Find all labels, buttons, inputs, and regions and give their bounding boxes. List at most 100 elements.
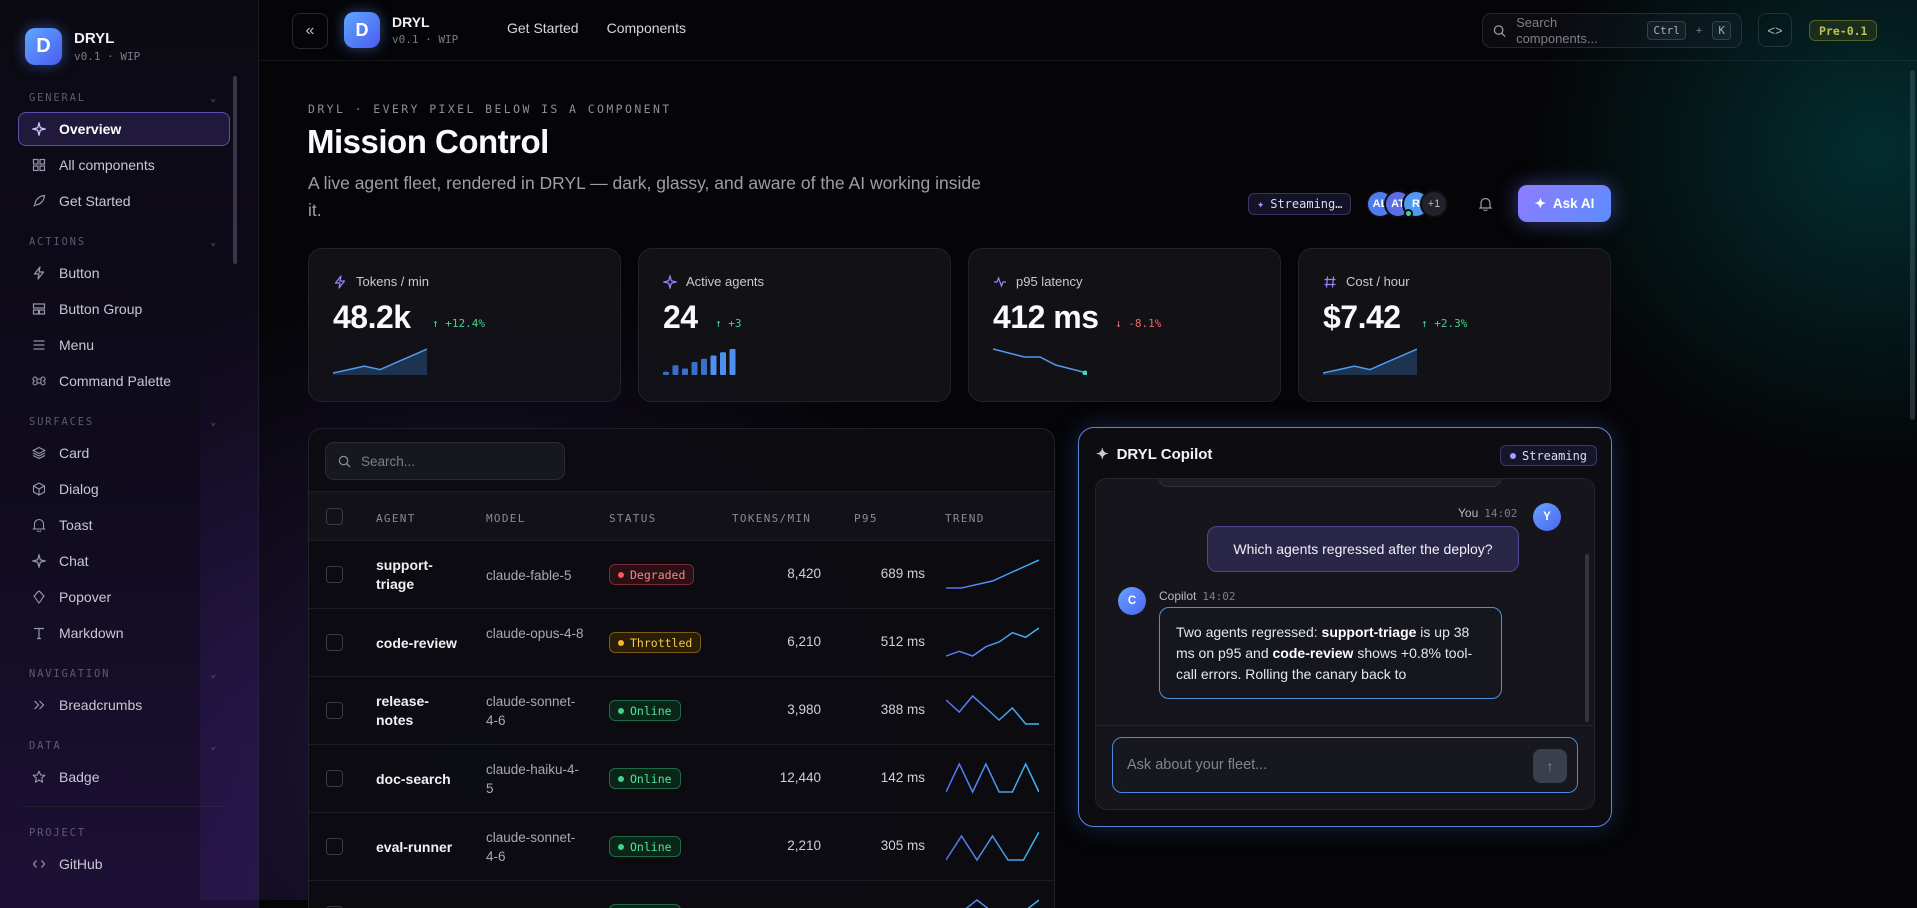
sidebar-section-actions[interactable]: ACTIONS ⌄ <box>18 230 230 254</box>
stat-delta-value: +12.4% <box>445 317 485 330</box>
copilot-message-meta: Copilot 14:02 <box>1159 589 1235 603</box>
sidebar-section-general[interactable]: GENERAL ⌄ <box>18 86 230 110</box>
table-row[interactable]: doc-search claude-haiku-4-5 Online 12,440 14… <box>309 745 1054 813</box>
chat-input[interactable]: Ask about your fleet... ↑ <box>1112 737 1578 793</box>
trend-sparkline <box>946 694 1039 725</box>
sidebar-section-project[interactable]: PROJECT <box>18 821 230 845</box>
col-agent[interactable]: AGENT <box>376 512 416 525</box>
component-search[interactable]: Search components... Ctrl + K <box>1482 13 1742 48</box>
table-search-input[interactable]: Search... <box>325 442 565 480</box>
stat-card-active-agents[interactable]: Active agents 24 ↑ +3 <box>638 248 951 402</box>
agent-name[interactable]: support-triage <box>376 557 433 592</box>
copilot-avatar: C <box>1118 587 1146 615</box>
stat-card-p95-latency[interactable]: p95 latency 412 ms ↓ -8.1% <box>968 248 1281 402</box>
col-p95[interactable]: P95 <box>854 512 878 525</box>
command-icon <box>32 376 46 386</box>
sidebar-item-get-started[interactable]: Get Started <box>18 184 230 218</box>
arrow-up-icon: ↑ <box>432 317 439 330</box>
sidebar-section-data[interactable]: DATA ⌄ <box>18 734 230 758</box>
sidebar-item-label: Breadcrumbs <box>59 697 143 713</box>
sidebar-brand[interactable]: D DRYL v0.1 · WIP <box>25 28 140 65</box>
row-checkbox[interactable] <box>326 702 343 719</box>
sidebar-item-card[interactable]: Card <box>18 436 230 470</box>
view-source-button[interactable]: <> <box>1758 13 1792 47</box>
sidebar-item-dialog[interactable]: Dialog <box>18 472 230 506</box>
col-trend[interactable]: TREND <box>945 512 985 525</box>
agent-name[interactable]: code-review <box>376 635 457 651</box>
chat-thread[interactable]: You 14:02 Y Which agents regressed after … <box>1095 478 1595 810</box>
sidebar-item-toast[interactable]: Toast <box>18 508 230 542</box>
sidebar-scrollbar[interactable] <box>233 76 237 264</box>
spark-bar <box>710 355 717 375</box>
table-row[interactable]: release-notes claude-sonnet-4-6 Online 3,98… <box>309 677 1054 745</box>
version-badge: Pre-0.1 <box>1809 20 1878 41</box>
status-badge: Online <box>609 836 681 857</box>
sidebar-item-github[interactable]: GitHub <box>18 847 230 881</box>
nav-get-started[interactable]: Get Started <box>507 20 579 36</box>
star-icon <box>32 770 46 783</box>
sidebar-item-breadcrumbs[interactable]: Breadcrumbs <box>18 688 230 722</box>
sidebar-item-button-group[interactable]: Button Group <box>18 292 230 326</box>
chat-scrollbar[interactable] <box>1585 554 1589 722</box>
collapse-sidebar-button[interactable]: « <box>292 13 328 49</box>
trend-line <box>946 627 1039 657</box>
stat-delta-value: +2.3% <box>1434 317 1468 330</box>
arrow-up-icon: ↑ <box>1546 758 1554 774</box>
ask-ai-button[interactable]: ✦ Ask AI <box>1518 185 1611 222</box>
spark-endpoint <box>1082 370 1087 375</box>
select-all-checkbox[interactable] <box>326 508 343 525</box>
arrow-up-icon: ↑ <box>715 317 722 330</box>
status-label: Online <box>630 839 672 854</box>
arrow-down-icon: ↓ <box>1115 317 1122 330</box>
table-row[interactable]: claude-haiku-Online <box>309 881 1054 908</box>
table-row[interactable]: code-review claude-opus-4-8 Throttled 6,210… <box>309 609 1054 677</box>
sidebar-item-button[interactable]: Button <box>18 256 230 290</box>
stat-label: Cost / hour <box>1323 274 1410 289</box>
row-checkbox[interactable] <box>326 838 343 855</box>
msg-agent-ref: code-review <box>1272 645 1354 661</box>
divider <box>22 806 226 807</box>
search-placeholder: Search components... <box>1516 14 1598 46</box>
page-scrollbar[interactable] <box>1910 70 1915 420</box>
col-tokens[interactable]: TOKENS/MIN <box>732 512 812 525</box>
sidebar-section-navigation[interactable]: NAVIGATION ⌄ <box>18 662 230 686</box>
sidebar-item-chat[interactable]: Chat <box>18 544 230 578</box>
sidebar-item-all-components[interactable]: All components <box>18 148 230 182</box>
agent-name[interactable]: release-notes <box>376 693 429 728</box>
col-model[interactable]: MODEL <box>486 512 526 525</box>
send-button[interactable]: ↑ <box>1533 749 1567 783</box>
stat-card-tokens-min[interactable]: Tokens / min 48.2k ↑ +12.4% <box>308 248 621 402</box>
nav-components[interactable]: Components <box>606 20 686 36</box>
streaming-pill-label: Streaming… <box>1270 197 1343 211</box>
stat-delta: ↑ +12.4% <box>432 317 485 330</box>
kbd-plus: + <box>1695 24 1703 37</box>
stat-card-cost-hour[interactable]: Cost / hour $7.42 ↑ +2.3% <box>1298 248 1611 402</box>
sidebar-item-command-palette[interactable]: Command Palette <box>18 364 230 398</box>
layers-icon <box>32 446 46 460</box>
sidebar-item-markdown[interactable]: Markdown <box>18 616 230 650</box>
sidebar-item-badge[interactable]: Badge <box>18 760 230 794</box>
online-indicator <box>1404 209 1413 218</box>
p95-latency: 512 ms <box>880 634 925 649</box>
topbar-logo[interactable]: D <box>344 12 380 48</box>
agent-name[interactable]: eval-runner <box>376 839 453 855</box>
sidebar-section-surfaces[interactable]: SURFACES ⌄ <box>18 410 230 434</box>
row-checkbox[interactable] <box>326 770 343 787</box>
agent-name[interactable]: doc-search <box>376 771 451 787</box>
sidebar-item-menu[interactable]: Menu <box>18 328 230 362</box>
row-checkbox[interactable] <box>326 634 343 651</box>
notifications-button[interactable] <box>1471 192 1499 216</box>
avatar-stack[interactable]: AL AT R +1 <box>1366 190 1456 218</box>
sidebar-item-label: All components <box>59 157 155 173</box>
sparkles-icon <box>663 274 677 289</box>
table-row[interactable]: eval-runner claude-sonnet-4-6 Online 2,210 3… <box>309 813 1054 881</box>
table-row[interactable]: support-triage claude-fable-5 Degraded 8,42… <box>309 541 1054 609</box>
spark-bar <box>701 358 707 375</box>
stat-delta-value: +3 <box>728 317 742 330</box>
sidebar-item-popover[interactable]: Popover <box>18 580 230 614</box>
row-checkbox[interactable] <box>326 566 343 583</box>
sidebar-item-label: Button Group <box>59 301 143 317</box>
sidebar-item-overview[interactable]: Overview <box>18 112 230 146</box>
col-status[interactable]: STATUS <box>609 512 657 525</box>
stat-delta: ↑ +3 <box>715 317 742 330</box>
